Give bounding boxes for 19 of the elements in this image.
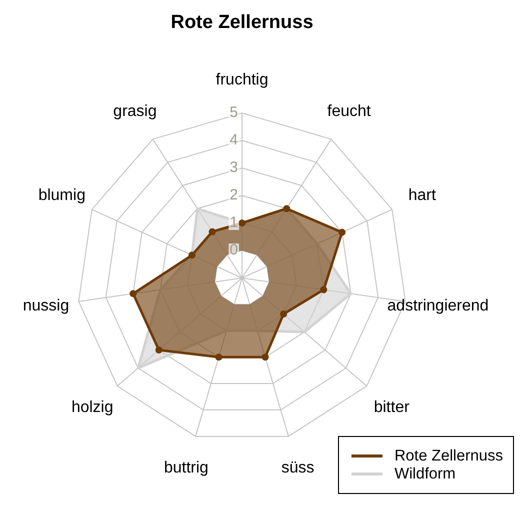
- spoke-label: adstringierend: [387, 298, 489, 315]
- legend-label: Wildform: [394, 465, 456, 482]
- legend-label: Rote Zellernuss: [394, 447, 504, 464]
- spoke-label: süss: [281, 459, 314, 476]
- chart-title: Rote Zellernuss: [170, 12, 314, 34]
- y-tick-label: 0: [230, 242, 238, 259]
- spoke-label: buttrig: [164, 459, 208, 476]
- spoke-label: feucht: [327, 102, 372, 120]
- y-tick-label: 5: [230, 104, 238, 122]
- y-tick-label: 2: [230, 186, 238, 204]
- spoke-label: nussig: [22, 298, 70, 315]
- y-tick-label: 3: [230, 159, 238, 176]
- spoke-label: holzig: [71, 399, 114, 416]
- y-tick-label: 4: [230, 132, 238, 149]
- spoke-label: grasig: [113, 102, 157, 120]
- spoke-label: blumig: [38, 187, 86, 204]
- spoke-label: fruchtig: [216, 71, 268, 88]
- spoke-label: hart: [408, 187, 436, 204]
- spoke-label: bitter: [374, 399, 410, 416]
